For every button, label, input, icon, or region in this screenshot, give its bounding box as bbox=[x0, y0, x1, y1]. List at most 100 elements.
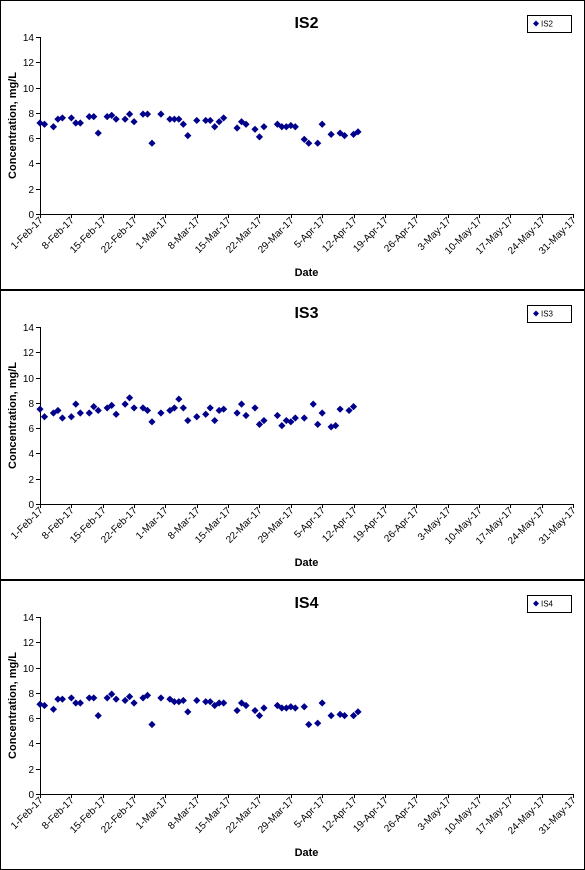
legend-marker bbox=[533, 310, 539, 317]
y-tick-label: 0 bbox=[28, 210, 34, 221]
data-point bbox=[273, 411, 281, 420]
y-tick-label: 6 bbox=[28, 424, 34, 435]
data-point bbox=[291, 123, 299, 131]
chart-0: IS2 IS2024681012141-Feb-178-Feb-1715-Feb-… bbox=[0, 0, 585, 290]
y-tick-label: 8 bbox=[28, 109, 34, 120]
data-point bbox=[94, 129, 102, 137]
chart-1: IS3 IS3024681012141-Feb-178-Feb-1715-Feb-… bbox=[0, 290, 585, 580]
data-point bbox=[175, 698, 183, 706]
chart-title: IS2 bbox=[294, 15, 318, 32]
data-point bbox=[148, 139, 156, 147]
data-point bbox=[157, 110, 165, 118]
legend-label: IS2 bbox=[541, 20, 554, 29]
y-tick-label: 14 bbox=[23, 33, 35, 44]
x-axis-title: Date bbox=[295, 557, 319, 569]
legend: IS4 bbox=[527, 595, 572, 613]
data-point bbox=[54, 115, 62, 123]
data-point bbox=[49, 409, 58, 417]
x-axis-title: Date bbox=[295, 847, 319, 859]
data-point bbox=[202, 116, 210, 125]
data-point bbox=[143, 110, 152, 118]
y-axis-title: Concentration, mg/L bbox=[7, 652, 19, 759]
y-tick-label: 10 bbox=[23, 84, 35, 95]
chart-frame bbox=[0, 580, 585, 870]
data-point bbox=[76, 699, 84, 707]
y-axis-title: Concentration, mg/L bbox=[7, 362, 19, 469]
data-point bbox=[112, 410, 120, 418]
legend-label: IS4 bbox=[541, 600, 554, 609]
data-point bbox=[193, 413, 201, 421]
y-tick-label: 10 bbox=[23, 374, 35, 385]
data-point bbox=[287, 121, 295, 130]
data-point bbox=[108, 401, 116, 409]
data-point bbox=[130, 699, 138, 707]
data-point bbox=[130, 118, 138, 126]
data-point bbox=[202, 410, 210, 418]
legend: IS2 bbox=[527, 15, 572, 33]
data-point bbox=[300, 414, 308, 422]
data-point bbox=[314, 139, 322, 147]
data-point bbox=[278, 123, 286, 131]
data-point bbox=[242, 411, 250, 420]
data-point bbox=[260, 123, 268, 131]
data-point bbox=[108, 111, 116, 119]
y-tick-label: 0 bbox=[28, 500, 34, 511]
data-point bbox=[318, 120, 326, 128]
data-point bbox=[242, 120, 250, 128]
legend-box bbox=[527, 595, 572, 613]
data-point bbox=[309, 400, 317, 408]
y-tick-label: 4 bbox=[28, 449, 34, 460]
data-point bbox=[251, 125, 259, 133]
data-point bbox=[336, 129, 344, 137]
y-tick-label: 2 bbox=[28, 185, 34, 196]
legend-box bbox=[527, 305, 572, 323]
data-point bbox=[58, 114, 66, 122]
data-point bbox=[108, 690, 116, 698]
data-point bbox=[215, 118, 223, 126]
chart-frame bbox=[0, 290, 585, 580]
data-point bbox=[318, 699, 326, 707]
data-point bbox=[220, 114, 228, 122]
data-point bbox=[121, 696, 129, 705]
y-tick-label: 12 bbox=[23, 638, 35, 649]
y-axis-title: Concentration, mg/L bbox=[7, 72, 19, 179]
y-tick-label: 14 bbox=[23, 613, 35, 624]
y-tick-label: 12 bbox=[23, 348, 35, 359]
y-tick-label: 6 bbox=[28, 134, 34, 145]
y-tick-label: 10 bbox=[23, 664, 35, 675]
legend-label: IS3 bbox=[541, 310, 554, 319]
y-tick-label: 0 bbox=[28, 790, 34, 801]
data-point bbox=[202, 698, 210, 706]
chart-2: IS4 IS4024681012141-Feb-178-Feb-1715-Feb-… bbox=[0, 580, 585, 870]
data-point bbox=[175, 115, 183, 123]
data-point bbox=[336, 405, 344, 413]
data-point bbox=[184, 132, 192, 140]
data-point bbox=[67, 413, 75, 421]
data-point bbox=[206, 116, 214, 125]
data-point bbox=[139, 110, 147, 118]
data-point bbox=[314, 420, 322, 428]
data-point bbox=[340, 132, 349, 140]
data-point bbox=[58, 414, 66, 422]
data-point bbox=[305, 139, 313, 147]
data-point bbox=[72, 699, 80, 707]
data-point bbox=[40, 413, 49, 421]
chart-title: IS3 bbox=[294, 305, 318, 322]
data-point bbox=[121, 115, 129, 123]
y-tick-label: 8 bbox=[28, 399, 34, 410]
y-tick-label: 2 bbox=[28, 765, 34, 776]
data-point bbox=[49, 705, 58, 713]
data-point bbox=[193, 116, 201, 125]
data-point bbox=[318, 409, 326, 417]
x-axis-title: Date bbox=[295, 267, 319, 279]
data-point bbox=[112, 115, 120, 123]
data-point bbox=[125, 110, 134, 118]
data-point bbox=[233, 124, 241, 132]
data-point bbox=[90, 113, 98, 121]
y-tick-label: 6 bbox=[28, 714, 34, 725]
legend-marker bbox=[533, 600, 539, 607]
data-point bbox=[242, 701, 250, 710]
data-point bbox=[85, 113, 93, 121]
legend-box bbox=[527, 15, 572, 33]
